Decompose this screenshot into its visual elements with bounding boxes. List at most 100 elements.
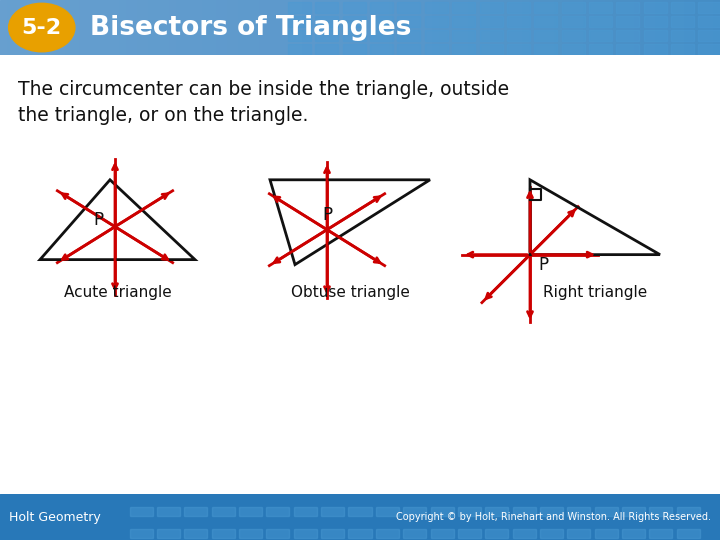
Bar bbox=[534, 2, 557, 13]
Bar bbox=[671, 44, 694, 55]
Bar bbox=[458, 508, 481, 516]
Bar bbox=[212, 529, 235, 538]
Bar bbox=[343, 16, 366, 27]
Bar bbox=[480, 2, 503, 13]
Bar bbox=[397, 44, 420, 55]
Bar bbox=[562, 2, 585, 13]
Bar bbox=[458, 529, 481, 538]
Bar bbox=[315, 30, 338, 41]
Bar bbox=[649, 529, 672, 538]
Bar bbox=[595, 508, 618, 516]
Bar bbox=[671, 16, 694, 27]
Bar bbox=[677, 508, 700, 516]
Bar bbox=[644, 30, 667, 41]
Bar bbox=[589, 2, 612, 13]
Bar bbox=[452, 2, 475, 13]
Bar bbox=[616, 44, 639, 55]
Text: P: P bbox=[93, 211, 103, 229]
Bar bbox=[698, 2, 720, 13]
Bar bbox=[480, 44, 503, 55]
Bar bbox=[622, 529, 645, 538]
Bar bbox=[534, 30, 557, 41]
Bar bbox=[343, 44, 366, 55]
Bar bbox=[485, 529, 508, 538]
Bar bbox=[480, 30, 503, 41]
Bar bbox=[239, 508, 262, 516]
Bar bbox=[184, 508, 207, 516]
Bar bbox=[567, 508, 590, 516]
Bar bbox=[397, 16, 420, 27]
Bar bbox=[403, 529, 426, 538]
Text: Right triangle: Right triangle bbox=[543, 285, 647, 300]
Bar bbox=[698, 44, 720, 55]
Bar bbox=[671, 2, 694, 13]
Bar bbox=[644, 16, 667, 27]
Bar bbox=[403, 508, 426, 516]
Bar bbox=[513, 508, 536, 516]
Bar bbox=[425, 44, 448, 55]
Bar bbox=[184, 529, 207, 538]
Bar bbox=[348, 508, 372, 516]
Bar bbox=[562, 30, 585, 41]
Text: Acute triangle: Acute triangle bbox=[64, 285, 172, 300]
Bar bbox=[288, 16, 311, 27]
Bar bbox=[370, 30, 393, 41]
Bar bbox=[534, 44, 557, 55]
Text: Obtuse triangle: Obtuse triangle bbox=[291, 285, 410, 300]
Bar bbox=[616, 2, 639, 13]
Bar bbox=[671, 30, 694, 41]
Bar bbox=[698, 16, 720, 27]
Bar bbox=[567, 529, 590, 538]
Bar bbox=[376, 529, 399, 538]
Bar bbox=[343, 2, 366, 13]
Bar bbox=[649, 508, 672, 516]
Text: Copyright © by Holt, Rinehart and Winston. All Rights Reserved.: Copyright © by Holt, Rinehart and Winsto… bbox=[396, 512, 711, 522]
Bar bbox=[540, 508, 563, 516]
Bar bbox=[595, 529, 618, 538]
Bar bbox=[485, 508, 508, 516]
Bar bbox=[288, 30, 311, 41]
Bar bbox=[534, 16, 557, 27]
Bar bbox=[370, 44, 393, 55]
Bar bbox=[507, 44, 530, 55]
Bar bbox=[589, 44, 612, 55]
Text: P: P bbox=[538, 255, 548, 274]
Bar bbox=[589, 16, 612, 27]
Bar bbox=[239, 529, 262, 538]
Bar bbox=[452, 30, 475, 41]
Bar bbox=[315, 44, 338, 55]
Bar bbox=[294, 508, 317, 516]
Bar bbox=[480, 16, 503, 27]
Bar bbox=[321, 508, 344, 516]
Bar bbox=[425, 2, 448, 13]
Bar bbox=[397, 2, 420, 13]
Bar bbox=[589, 30, 612, 41]
Bar bbox=[397, 30, 420, 41]
Bar bbox=[507, 30, 530, 41]
Text: The circumcenter can be inside the triangle, outside
the triangle, or on the tri: The circumcenter can be inside the trian… bbox=[18, 80, 509, 125]
Bar bbox=[321, 529, 344, 538]
Bar bbox=[513, 529, 536, 538]
Bar bbox=[644, 2, 667, 13]
Bar bbox=[562, 16, 585, 27]
Bar bbox=[348, 529, 372, 538]
Bar bbox=[315, 16, 338, 27]
Bar bbox=[698, 30, 720, 41]
Text: Holt Geometry: Holt Geometry bbox=[9, 510, 100, 524]
Bar bbox=[343, 30, 366, 41]
Bar bbox=[157, 508, 180, 516]
Bar bbox=[431, 529, 454, 538]
Bar bbox=[540, 529, 563, 538]
Bar bbox=[288, 2, 311, 13]
Bar bbox=[376, 508, 399, 516]
Bar bbox=[425, 16, 448, 27]
Bar bbox=[294, 529, 317, 538]
Bar bbox=[616, 30, 639, 41]
Bar bbox=[315, 2, 338, 13]
Bar bbox=[507, 16, 530, 27]
Bar bbox=[677, 529, 700, 538]
Text: Bisectors of Triangles: Bisectors of Triangles bbox=[90, 15, 411, 40]
Ellipse shape bbox=[9, 3, 75, 52]
Bar bbox=[644, 44, 667, 55]
Text: 5-2: 5-2 bbox=[22, 17, 62, 38]
